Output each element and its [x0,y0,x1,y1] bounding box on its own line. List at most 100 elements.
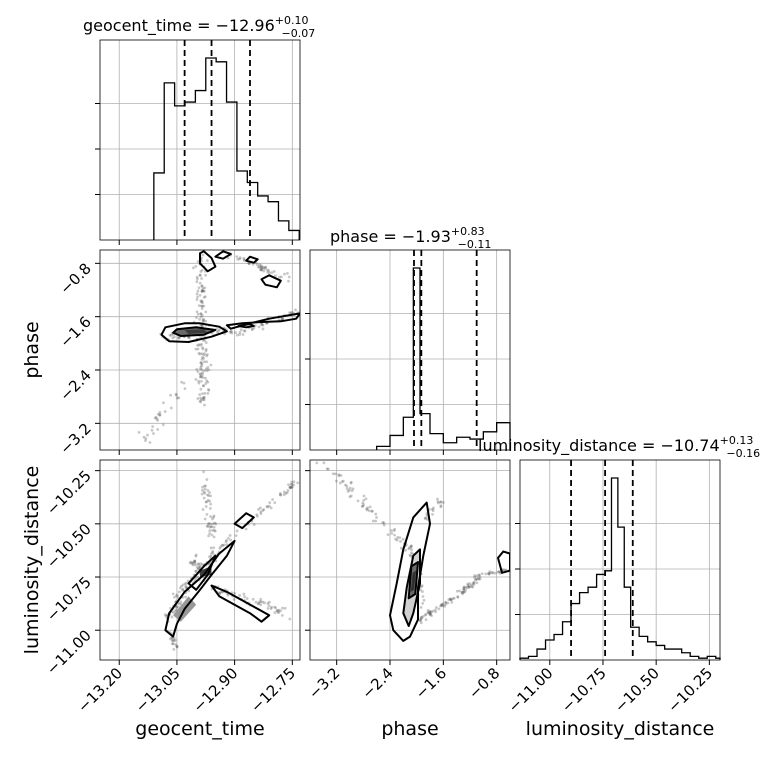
sample-point [198,317,202,321]
sample-point [244,527,248,531]
sample-point [242,258,246,262]
sample-point [466,586,470,590]
sample-point [153,416,157,420]
sample-point [275,609,279,613]
sample-point [194,554,198,558]
title-phase: phase = −1.93+0.83 −0.11 [330,225,491,251]
sample-point [203,491,207,495]
sample-point [245,597,249,600]
sample-point [234,534,238,538]
sample-point [163,613,167,617]
sample-point [207,388,210,391]
sample-point [269,506,273,510]
sample-point [290,483,294,486]
sample-point [200,324,204,327]
sample-point [214,522,218,526]
corner-panels: −13.20 −13.05 −12.90 −12.75 −3.2 −2.4 −1.6 −0.8… [43,39,721,716]
sample-point [277,275,281,279]
sample-point [441,602,445,606]
sample-point [493,571,497,575]
sample-point [475,574,479,578]
sample-point [191,266,195,270]
sample-point [172,647,176,651]
sample-point [425,517,429,521]
sample-point [203,352,206,355]
panel-hist-phase [305,249,511,451]
sample-point [266,601,270,605]
tick-label-x-luminosity-distance-1: −10.75 [558,664,610,716]
sample-point [259,268,263,272]
sample-point [315,461,319,465]
sample-point [161,423,165,427]
sample-point [267,504,271,508]
sample-point [290,485,293,489]
sample-point [195,367,199,371]
sample-point [207,388,211,392]
sample-point [471,585,475,589]
tick-label-x-phase-1: −2.4 [358,664,396,702]
sample-point [270,271,274,274]
sample-point [198,565,202,569]
sample-point [200,277,203,280]
xlabel-phase: phase [381,718,438,740]
contour-line-6 [245,255,259,264]
sample-point [208,525,212,529]
sample-point [292,483,295,487]
sample-point [204,310,208,314]
sample-point [197,343,201,347]
sample-point [189,560,193,564]
sample-point [199,361,203,365]
sample-point [209,363,213,367]
sample-point [171,642,175,645]
sample-point [261,509,265,512]
sample-point [199,396,202,400]
sample-point [203,295,207,299]
sample-point [286,271,289,275]
tick-label-x-luminosity-distance-0: −11.00 [505,664,557,716]
sample-point [211,522,215,526]
sample-point [502,568,506,571]
sample-point [200,364,204,367]
sample-point [229,538,233,542]
sample-point [196,347,200,351]
sample-point [266,505,270,509]
panel-bg [310,250,510,450]
panel-frame [99,249,301,451]
sample-point [198,393,202,396]
sample-point [333,472,337,476]
sample-point [424,618,428,622]
sample-point [433,608,437,612]
sample-point [478,573,481,577]
sample-point [200,563,204,567]
sample-point [200,379,203,383]
tick-label-y-luminosity-distance-1: −10.75 [43,573,95,625]
ylabel-phase: phase [21,321,43,378]
sample-point [228,330,232,334]
xlabel-luminosity-distance: luminosity_distance [526,718,715,740]
sample-point [395,538,399,542]
sample-point [200,304,204,308]
sample-point [390,529,393,532]
sample-point [276,609,279,612]
sample-point [478,575,482,579]
sample-point [196,370,200,374]
contour-line-3 [233,512,255,530]
contour-line-7 [260,274,282,289]
sample-point [199,387,203,391]
sample-point [393,533,396,537]
sample-point [217,328,221,332]
sample-point [288,485,292,489]
sample-point [201,346,204,349]
sample-point [206,489,210,492]
sample-point [202,360,206,364]
sample-point [199,375,203,378]
sample-point [350,489,354,493]
sample-point [440,603,444,607]
contour-line-1 [172,326,217,337]
sample-point [173,335,176,339]
sample-point [441,604,444,608]
sample-point [195,275,199,279]
sample-point [419,615,423,619]
sample-point [193,561,197,565]
sample-point [401,537,405,541]
